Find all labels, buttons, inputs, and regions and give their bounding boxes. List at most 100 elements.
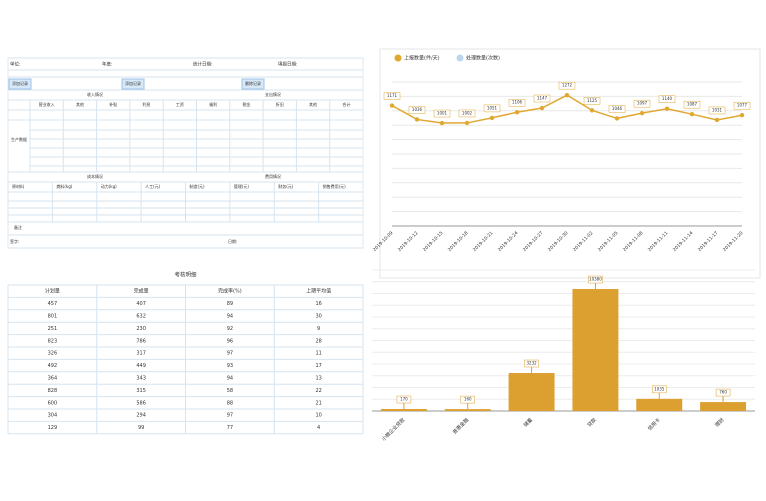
point — [564, 92, 570, 98]
cell: 786 — [136, 338, 146, 344]
point — [614, 116, 620, 121]
column-header: 合计 — [342, 101, 350, 107]
cell: 586 — [136, 400, 146, 406]
point — [514, 110, 520, 115]
column-header: 管理(元) — [234, 183, 250, 189]
cell: 89 — [227, 301, 233, 307]
sign-label: 签字: — [10, 238, 19, 244]
x-tick-label: 2019-11-02 — [572, 230, 595, 253]
value-label: 1125 — [587, 98, 598, 103]
value-label: 1046 — [612, 106, 623, 111]
x-tick-label: 2019-10-12 — [397, 230, 420, 253]
remark-label: 备注 — [14, 224, 22, 230]
section-title: 费用情况 — [265, 173, 281, 179]
value-label-box — [658, 95, 676, 103]
chart-panel — [379, 48, 761, 279]
column-header: 人工(元) — [145, 184, 161, 189]
x-tick-label: 2019-10-27 — [522, 230, 545, 253]
x-tick-label: 2019-10-30 — [547, 230, 570, 253]
value-label-box — [608, 105, 626, 113]
value-label: 10380 — [589, 277, 602, 282]
column-header: 福利 — [209, 101, 217, 107]
value-label: 1035 — [654, 386, 665, 391]
field-label: 填报日期: — [278, 61, 298, 68]
value-label-box — [733, 101, 751, 110]
bar — [508, 373, 555, 411]
button-label: 添加记录 — [125, 80, 141, 86]
point — [489, 115, 495, 121]
value-label-box — [383, 92, 401, 100]
point — [664, 106, 670, 111]
point — [414, 117, 420, 122]
cell: 4 — [317, 425, 320, 431]
cell: 230 — [136, 326, 146, 332]
legend-label: 处理数量(次数) — [466, 55, 500, 62]
x-tick-label: 储蓄 — [522, 417, 534, 429]
cell: 88 — [227, 400, 233, 406]
field-label: 统计日期: — [193, 61, 213, 68]
value-label: 1001 — [437, 111, 448, 116]
button[interactable] — [8, 78, 32, 90]
button[interactable] — [241, 78, 265, 90]
cell: 251 — [48, 326, 58, 332]
cell: 801 — [48, 314, 58, 320]
date-label: 日期: — [228, 238, 237, 244]
value-label-box — [458, 109, 476, 118]
column-header: 制造(元) — [190, 183, 206, 189]
cell: 828 — [48, 388, 58, 394]
cell: 9 — [317, 326, 320, 332]
section-title: 收入情况 — [87, 91, 103, 97]
value-label: 170 — [400, 397, 408, 402]
value-label-box — [708, 106, 726, 115]
cell: 11 — [315, 351, 321, 357]
column-header: 补贴 — [109, 101, 117, 107]
x-tick-label: 2019-11-11 — [647, 230, 670, 253]
column-header: 财务(元) — [278, 183, 294, 189]
column-header: 工资 — [176, 101, 184, 107]
column-header: 完成率(%) — [218, 288, 242, 295]
cell: 129 — [48, 425, 58, 431]
cell: 632 — [136, 314, 146, 320]
point — [739, 113, 745, 118]
button-label: 添加记录 — [12, 80, 28, 86]
x-tick-label: 2019-10-18 — [447, 230, 470, 253]
column-header: 完成量 — [134, 288, 149, 295]
value-label-box — [633, 99, 651, 108]
field-label: 单位: — [10, 61, 21, 68]
value-label: 1106 — [512, 100, 523, 105]
legend-swatch — [394, 54, 402, 62]
button[interactable] — [121, 78, 145, 90]
bar — [380, 409, 427, 411]
point — [439, 120, 445, 126]
value-label: 1147 — [537, 96, 548, 101]
cell: 77 — [227, 425, 233, 431]
cell: 93 — [227, 363, 233, 369]
cell: 94 — [227, 376, 233, 382]
cell: 16 — [315, 301, 321, 307]
value-label: 1272 — [562, 83, 573, 88]
point — [539, 105, 545, 111]
table-title: 考核明细 — [174, 271, 197, 279]
value-label-box — [558, 81, 576, 90]
point — [639, 110, 645, 116]
cell: 92 — [227, 326, 233, 332]
x-tick-label: 理财 — [714, 417, 726, 429]
value-label-box — [583, 97, 601, 105]
value-label: 1097 — [637, 101, 648, 106]
cell: 97 — [227, 351, 233, 357]
cell: 58 — [227, 388, 233, 394]
bar — [572, 289, 619, 411]
value-label: 1002 — [462, 110, 473, 115]
value-label-box — [533, 94, 551, 103]
x-tick-label: 2019-11-17 — [697, 230, 720, 253]
section-title: 成本情况 — [87, 173, 103, 179]
cell: 600 — [48, 400, 58, 406]
column-header: 燃料(kg) — [56, 183, 72, 189]
cell: 449 — [136, 363, 146, 369]
x-tick-label: 2019-11-20 — [722, 230, 745, 253]
bar — [636, 398, 683, 411]
value-label: 1036 — [412, 107, 423, 112]
column-header: 税金 — [242, 101, 250, 107]
value-label: 1031 — [712, 107, 723, 112]
x-tick-label: 2019-10-15 — [422, 230, 445, 253]
